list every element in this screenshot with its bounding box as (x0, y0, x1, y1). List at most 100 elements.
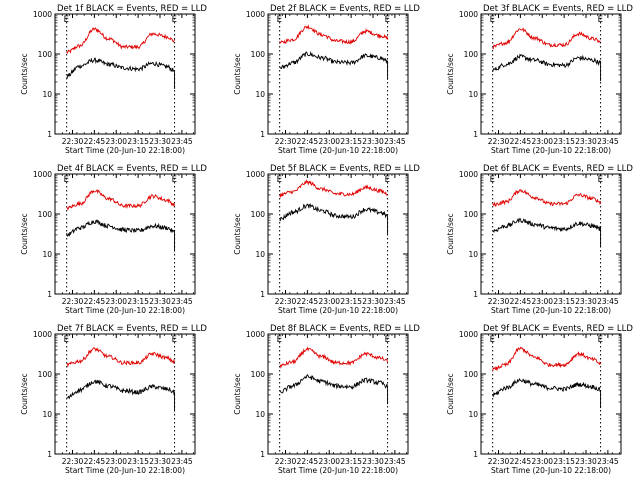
x-tick-label: 23:45 (171, 137, 193, 146)
x-tick-label: 22:45 (297, 457, 319, 466)
chart-title: Det 6f BLACK = Events, RED = LLD (483, 164, 633, 174)
x-axis-label: Start Time (20-Jun-10 22:18:00) (278, 466, 398, 475)
plot-frame (480, 13, 622, 135)
x-tick-label: 22:45 (84, 457, 106, 466)
plot-frame (480, 173, 622, 295)
x-axis-label: Start Time (20-Jun-10 22:18:00) (65, 146, 185, 155)
interval-flag: E (490, 175, 495, 185)
events-series-line (66, 379, 176, 411)
x-tick-label: 22:30 (275, 297, 297, 306)
interval-flag: E (385, 15, 390, 25)
interval-flag: E (490, 15, 495, 25)
x-tick-label: 23:00 (531, 297, 553, 306)
x-tick-label: 23:45 (171, 457, 193, 466)
detector-panel-9: Det 9f BLACK = Events, RED = LLD 1 10 100 10… (446, 324, 633, 475)
interval-flag: E (172, 335, 177, 345)
detector-panel-7: Det 7f BLACK = Events, RED = LLD 1 10 100 10… (20, 324, 207, 475)
interval-flag: E (277, 15, 282, 25)
x-axis-label: Start Time (20-Jun-10 22:18:00) (491, 466, 611, 475)
x-tick-label: 22:45 (84, 137, 106, 146)
x-tick-label: 23:15 (127, 137, 149, 146)
x-tick-label: 23:00 (318, 297, 340, 306)
x-tick-label: 23:00 (105, 137, 127, 146)
interval-flag: E (385, 175, 390, 185)
lld-series-line (279, 346, 389, 369)
interval-flag: E (598, 15, 603, 25)
y-tick-label: 1 (47, 290, 52, 299)
y-tick-label: 1000 (246, 10, 265, 19)
interval-flag: E (385, 335, 390, 345)
events-series-line (279, 50, 389, 80)
x-tick-label: 23:00 (105, 297, 127, 306)
x-tick-label: 23:30 (149, 137, 171, 146)
x-tick-label: 23:30 (575, 457, 597, 466)
interval-flag: E (64, 175, 69, 185)
y-axis-label: Counts/sec (446, 213, 455, 254)
x-tick-label: 23:15 (127, 297, 149, 306)
y-tick-label: 1 (473, 290, 478, 299)
y-tick-label: 10 (42, 90, 52, 99)
chart-title: Det 1f BLACK = Events, RED = LLD (57, 4, 207, 14)
x-tick-label: 23:45 (384, 457, 406, 466)
x-axis-label: Start Time (20-Jun-10 22:18:00) (65, 306, 185, 315)
x-axis-label: Start Time (20-Jun-10 22:18:00) (491, 146, 611, 155)
x-tick-label: 22:30 (62, 297, 84, 306)
chart-title: Det 7f BLACK = Events, RED = LLD (57, 324, 207, 334)
y-axis-label: Counts/sec (233, 213, 242, 254)
y-tick-label: 1000 (33, 170, 52, 179)
y-tick-label: 1 (473, 450, 478, 459)
chart-title: Det 3f BLACK = Events, RED = LLD (483, 4, 633, 14)
interval-flag: E (277, 175, 282, 185)
x-tick-label: 22:30 (488, 297, 510, 306)
chart-title: Det 5f BLACK = Events, RED = LLD (270, 164, 420, 174)
lld-series-line (279, 24, 389, 45)
x-tick-label: 22:45 (297, 137, 319, 146)
interval-flag: E (172, 175, 177, 185)
x-tick-label: 23:00 (531, 457, 553, 466)
y-tick-label: 10 (468, 90, 478, 99)
y-tick-label: 10 (42, 250, 52, 259)
x-tick-label: 22:45 (297, 297, 319, 306)
y-tick-label: 100 (38, 370, 53, 379)
y-tick-label: 100 (464, 370, 479, 379)
events-series-line (279, 374, 389, 405)
x-tick-label: 22:45 (510, 297, 532, 306)
x-tick-label: 22:45 (510, 457, 532, 466)
y-tick-label: 10 (255, 410, 265, 419)
y-tick-label: 10 (255, 250, 265, 259)
events-series-line (492, 217, 602, 248)
x-tick-label: 23:00 (531, 137, 553, 146)
plot-frame (480, 333, 622, 455)
y-axis-label: Counts/sec (20, 213, 29, 254)
x-tick-label: 22:30 (62, 457, 84, 466)
x-tick-label: 23:30 (149, 457, 171, 466)
x-tick-label: 23:30 (575, 297, 597, 306)
y-tick-label: 100 (251, 370, 266, 379)
x-tick-label: 23:45 (597, 457, 619, 466)
y-tick-label: 10 (468, 250, 478, 259)
y-tick-label: 1000 (246, 330, 265, 339)
y-tick-label: 1000 (33, 330, 52, 339)
x-axis-label: Start Time (20-Jun-10 22:18:00) (491, 306, 611, 315)
events-series-line (492, 53, 602, 82)
y-tick-label: 100 (464, 50, 479, 59)
x-tick-label: 23:45 (597, 297, 619, 306)
x-tick-label: 23:15 (340, 137, 362, 146)
x-tick-label: 22:45 (510, 137, 532, 146)
plot-frame (54, 173, 196, 295)
interval-flag: E (490, 335, 495, 345)
y-tick-label: 100 (464, 210, 479, 219)
chart-title: Det 4f BLACK = Events, RED = LLD (57, 164, 207, 174)
x-tick-label: 23:00 (105, 457, 127, 466)
x-tick-label: 22:45 (84, 297, 106, 306)
detector-panel-8: Det 8f BLACK = Events, RED = LLD 1 10 100 10… (233, 324, 420, 475)
plot-frame (54, 333, 196, 455)
interval-flag: E (64, 15, 69, 25)
interval-flag: E (277, 335, 282, 345)
plot-frame (267, 13, 409, 135)
y-tick-label: 1000 (246, 170, 265, 179)
x-axis-label: Start Time (20-Jun-10 22:18:00) (65, 466, 185, 475)
lld-series-line (492, 27, 601, 50)
events-series-line (492, 377, 602, 409)
